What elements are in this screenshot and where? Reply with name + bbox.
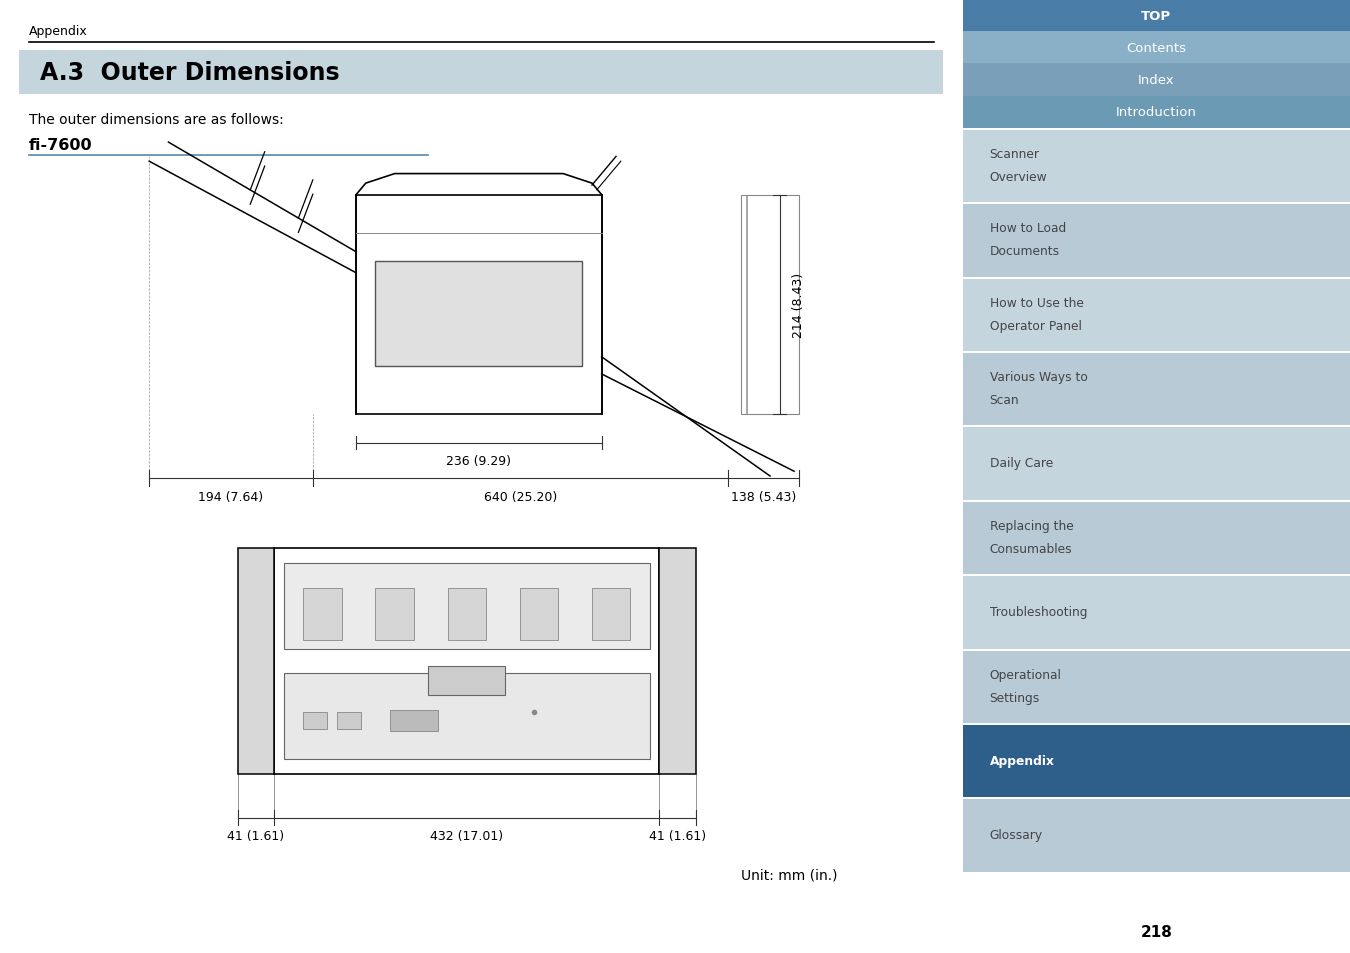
Bar	[428, 666, 505, 695]
Text: Documents: Documents	[990, 245, 1060, 258]
Text: fi-7600: fi-7600	[28, 138, 93, 153]
Bar	[963, 131, 1350, 203]
Text: 432 (17.01): 432 (17.01)	[431, 829, 504, 842]
Bar	[963, 279, 1350, 352]
Bar	[284, 564, 649, 650]
Bar	[304, 712, 327, 729]
Text: 214 (8.43): 214 (8.43)	[792, 273, 805, 337]
Bar	[963, 725, 1350, 798]
Text: Various Ways to: Various Ways to	[990, 371, 1088, 384]
Bar	[963, 502, 1350, 575]
Bar	[284, 674, 649, 760]
Text: Contents: Contents	[1126, 42, 1187, 54]
Text: Index: Index	[1138, 74, 1174, 87]
Text: 218: 218	[1141, 923, 1172, 939]
Text: Operator Panel: Operator Panel	[990, 319, 1081, 333]
Text: Operational: Operational	[990, 668, 1061, 681]
Bar	[375, 262, 582, 367]
Bar	[963, 205, 1350, 277]
Bar	[963, 96, 1350, 129]
Text: Replacing the: Replacing the	[990, 519, 1073, 533]
Text: Settings: Settings	[990, 691, 1040, 704]
Text: The outer dimensions are as follows:: The outer dimensions are as follows:	[28, 113, 284, 127]
Bar	[338, 712, 360, 729]
Text: TOP: TOP	[1141, 10, 1172, 23]
Text: Daily Care: Daily Care	[990, 456, 1053, 470]
Bar	[741, 195, 799, 415]
Bar	[375, 589, 414, 640]
Text: 194 (7.64): 194 (7.64)	[198, 491, 263, 504]
Bar	[963, 354, 1350, 426]
Text: 41 (1.61): 41 (1.61)	[649, 829, 706, 842]
Text: Introduction: Introduction	[1116, 106, 1196, 119]
Bar	[356, 195, 602, 415]
Bar	[963, 32, 1350, 65]
Text: Unit: mm (in.): Unit: mm (in.)	[741, 868, 837, 882]
Bar	[390, 710, 437, 731]
Text: Overview: Overview	[990, 171, 1048, 184]
Bar	[659, 548, 695, 774]
Text: How to Load: How to Load	[990, 222, 1066, 235]
Text: 236 (9.29): 236 (9.29)	[447, 455, 512, 468]
Bar	[304, 589, 342, 640]
Text: Appendix: Appendix	[28, 25, 88, 38]
Bar	[963, 577, 1350, 649]
Text: Consumables: Consumables	[990, 542, 1072, 556]
Text: Scan: Scan	[990, 394, 1019, 407]
Text: A.3  Outer Dimensions: A.3 Outer Dimensions	[40, 61, 340, 85]
Text: Troubleshooting: Troubleshooting	[990, 605, 1087, 618]
Bar	[238, 548, 274, 774]
Bar	[963, 65, 1350, 96]
Bar	[963, 651, 1350, 723]
Bar	[448, 589, 486, 640]
Bar	[747, 195, 748, 415]
Text: 41 (1.61): 41 (1.61)	[228, 829, 285, 842]
Text: Glossary: Glossary	[990, 828, 1042, 841]
Bar	[591, 589, 630, 640]
Text: How to Use the: How to Use the	[990, 296, 1084, 310]
Bar	[963, 800, 1350, 872]
Bar	[520, 589, 559, 640]
Bar	[274, 548, 659, 774]
Text: 138 (5.43): 138 (5.43)	[730, 491, 796, 504]
Text: Appendix: Appendix	[990, 754, 1054, 767]
Text: 640 (25.20): 640 (25.20)	[483, 491, 558, 504]
Bar	[19, 51, 944, 95]
Bar	[963, 428, 1350, 500]
Text: Scanner: Scanner	[990, 148, 1040, 161]
Bar	[963, 0, 1350, 32]
